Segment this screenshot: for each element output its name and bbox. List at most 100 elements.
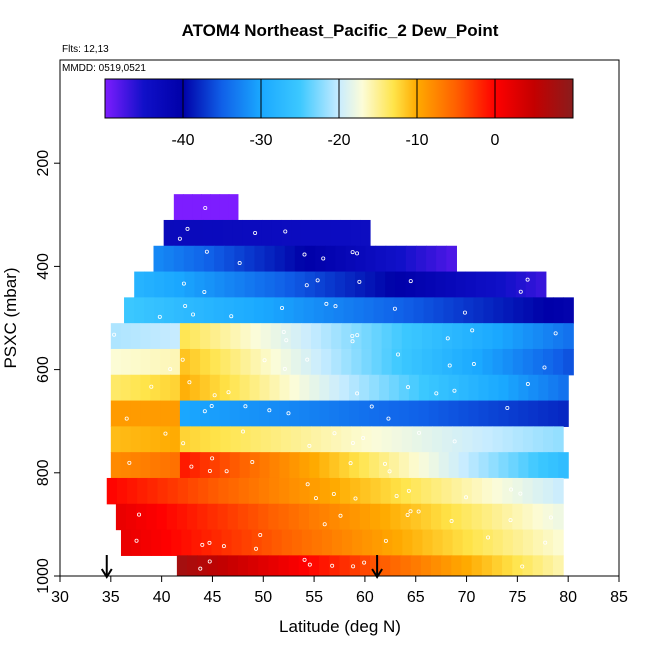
heatmap-cell xyxy=(227,555,239,576)
heatmap-cell xyxy=(270,426,282,453)
sample-marker xyxy=(202,409,207,414)
heatmap-cell xyxy=(462,348,474,376)
heatmap-cell xyxy=(452,426,463,453)
heatmap-cell xyxy=(483,297,495,324)
heatmap-cell xyxy=(532,477,544,505)
heatmap-cell xyxy=(468,400,480,427)
sample-marker xyxy=(350,339,355,344)
heatmap-cell xyxy=(492,426,504,453)
heatmap-cell xyxy=(491,503,503,531)
heatmap-cell xyxy=(200,348,211,376)
sample-marker xyxy=(243,404,248,409)
heatmap-cell xyxy=(221,529,233,556)
sample-marker xyxy=(362,560,367,565)
sample-marker xyxy=(302,557,307,562)
heatmap-cell xyxy=(309,400,320,427)
heatmap-cell xyxy=(230,323,242,350)
heatmap-cell xyxy=(279,477,290,505)
heatmap-cell xyxy=(359,503,371,531)
heatmap-cell xyxy=(538,374,549,402)
colorbar-tick-label: -10 xyxy=(405,132,428,149)
heatmap-cell xyxy=(254,245,266,273)
heatmap-cell xyxy=(270,323,282,350)
heatmap-cell xyxy=(189,452,201,479)
sample-marker xyxy=(505,405,510,410)
heatmap-cell xyxy=(150,400,161,427)
heatmap-cell xyxy=(512,426,524,453)
heatmap-cell xyxy=(472,426,484,453)
heatmap-cell xyxy=(401,323,413,350)
date-label: MMDD: 0519,0521 xyxy=(62,63,146,74)
heatmap-cell xyxy=(220,348,231,376)
sample-marker xyxy=(382,461,387,466)
heatmap-cell xyxy=(160,452,171,479)
heatmap-cell xyxy=(426,245,437,273)
heatmap-cell xyxy=(518,400,529,427)
heatmap-cell xyxy=(280,348,292,376)
heatmap-cell xyxy=(146,503,158,531)
heatmap-cell xyxy=(359,555,371,576)
x-tick-label: 60 xyxy=(356,589,374,606)
heatmap-cell xyxy=(445,271,457,298)
heatmap-cell xyxy=(224,271,236,298)
heatmap-cell xyxy=(365,271,376,298)
heatmap-cell xyxy=(311,426,322,453)
heatmap-cell xyxy=(359,400,370,427)
sample-marker xyxy=(305,482,310,487)
sample-marker xyxy=(207,559,212,564)
sample-marker xyxy=(324,301,329,306)
heatmap-cell xyxy=(278,503,290,531)
heatmap-cell xyxy=(442,529,454,556)
heatmap-cell xyxy=(250,323,262,350)
heatmap-cell xyxy=(329,400,340,427)
x-tick-label: 80 xyxy=(559,589,577,606)
sample-marker xyxy=(355,251,360,256)
heatmap-cell xyxy=(472,348,484,376)
heatmap-cell xyxy=(349,374,360,402)
heatmap-cell xyxy=(458,452,470,479)
heatmap-cell xyxy=(465,271,477,298)
heatmap-cell xyxy=(303,297,315,324)
heatmap-cell xyxy=(361,323,373,350)
heatmap-cell xyxy=(552,477,564,505)
heatmap-cell xyxy=(284,271,296,298)
heatmap-cell xyxy=(167,477,179,505)
heatmap-cell xyxy=(260,348,272,376)
heatmap-cell xyxy=(482,323,494,350)
heatmap-cell xyxy=(542,555,554,576)
heatmap-cell xyxy=(468,452,480,479)
heatmap-cell xyxy=(251,529,263,556)
heatmap-cell xyxy=(482,426,494,453)
sample-marker xyxy=(348,461,353,466)
heatmap-cell xyxy=(141,529,152,556)
heatmap-cell xyxy=(258,503,269,531)
sample-marker xyxy=(525,277,530,282)
heatmap-cell xyxy=(502,477,513,505)
heatmap-cell xyxy=(340,219,351,247)
heatmap-cell xyxy=(492,348,504,376)
heatmap-cell xyxy=(156,503,168,531)
heatmap-cell xyxy=(443,297,455,324)
sample-marker xyxy=(542,365,547,370)
heatmap-cell xyxy=(372,529,383,556)
heatmap-cell xyxy=(339,503,351,531)
sample-marker xyxy=(315,278,320,283)
heatmap-cell xyxy=(300,426,312,453)
heatmap-cell xyxy=(482,348,494,376)
heatmap-cell xyxy=(234,271,246,298)
heatmap-cell xyxy=(319,452,330,479)
heatmap-cell xyxy=(388,374,400,402)
heatmap-cell xyxy=(120,426,132,453)
heatmap-cell xyxy=(200,426,211,453)
heatmap-cell xyxy=(532,529,544,556)
heatmap-cell xyxy=(249,400,261,427)
heatmap-cell xyxy=(278,555,290,576)
heatmap-cell xyxy=(171,529,182,556)
heatmap-cell xyxy=(291,219,302,247)
heatmap-cell xyxy=(190,348,201,376)
heatmap-cell xyxy=(294,271,306,298)
heatmap-cell xyxy=(365,245,377,273)
heatmap-cell xyxy=(197,555,208,576)
heatmap-cell xyxy=(542,477,554,505)
heatmap-cell xyxy=(553,323,564,350)
